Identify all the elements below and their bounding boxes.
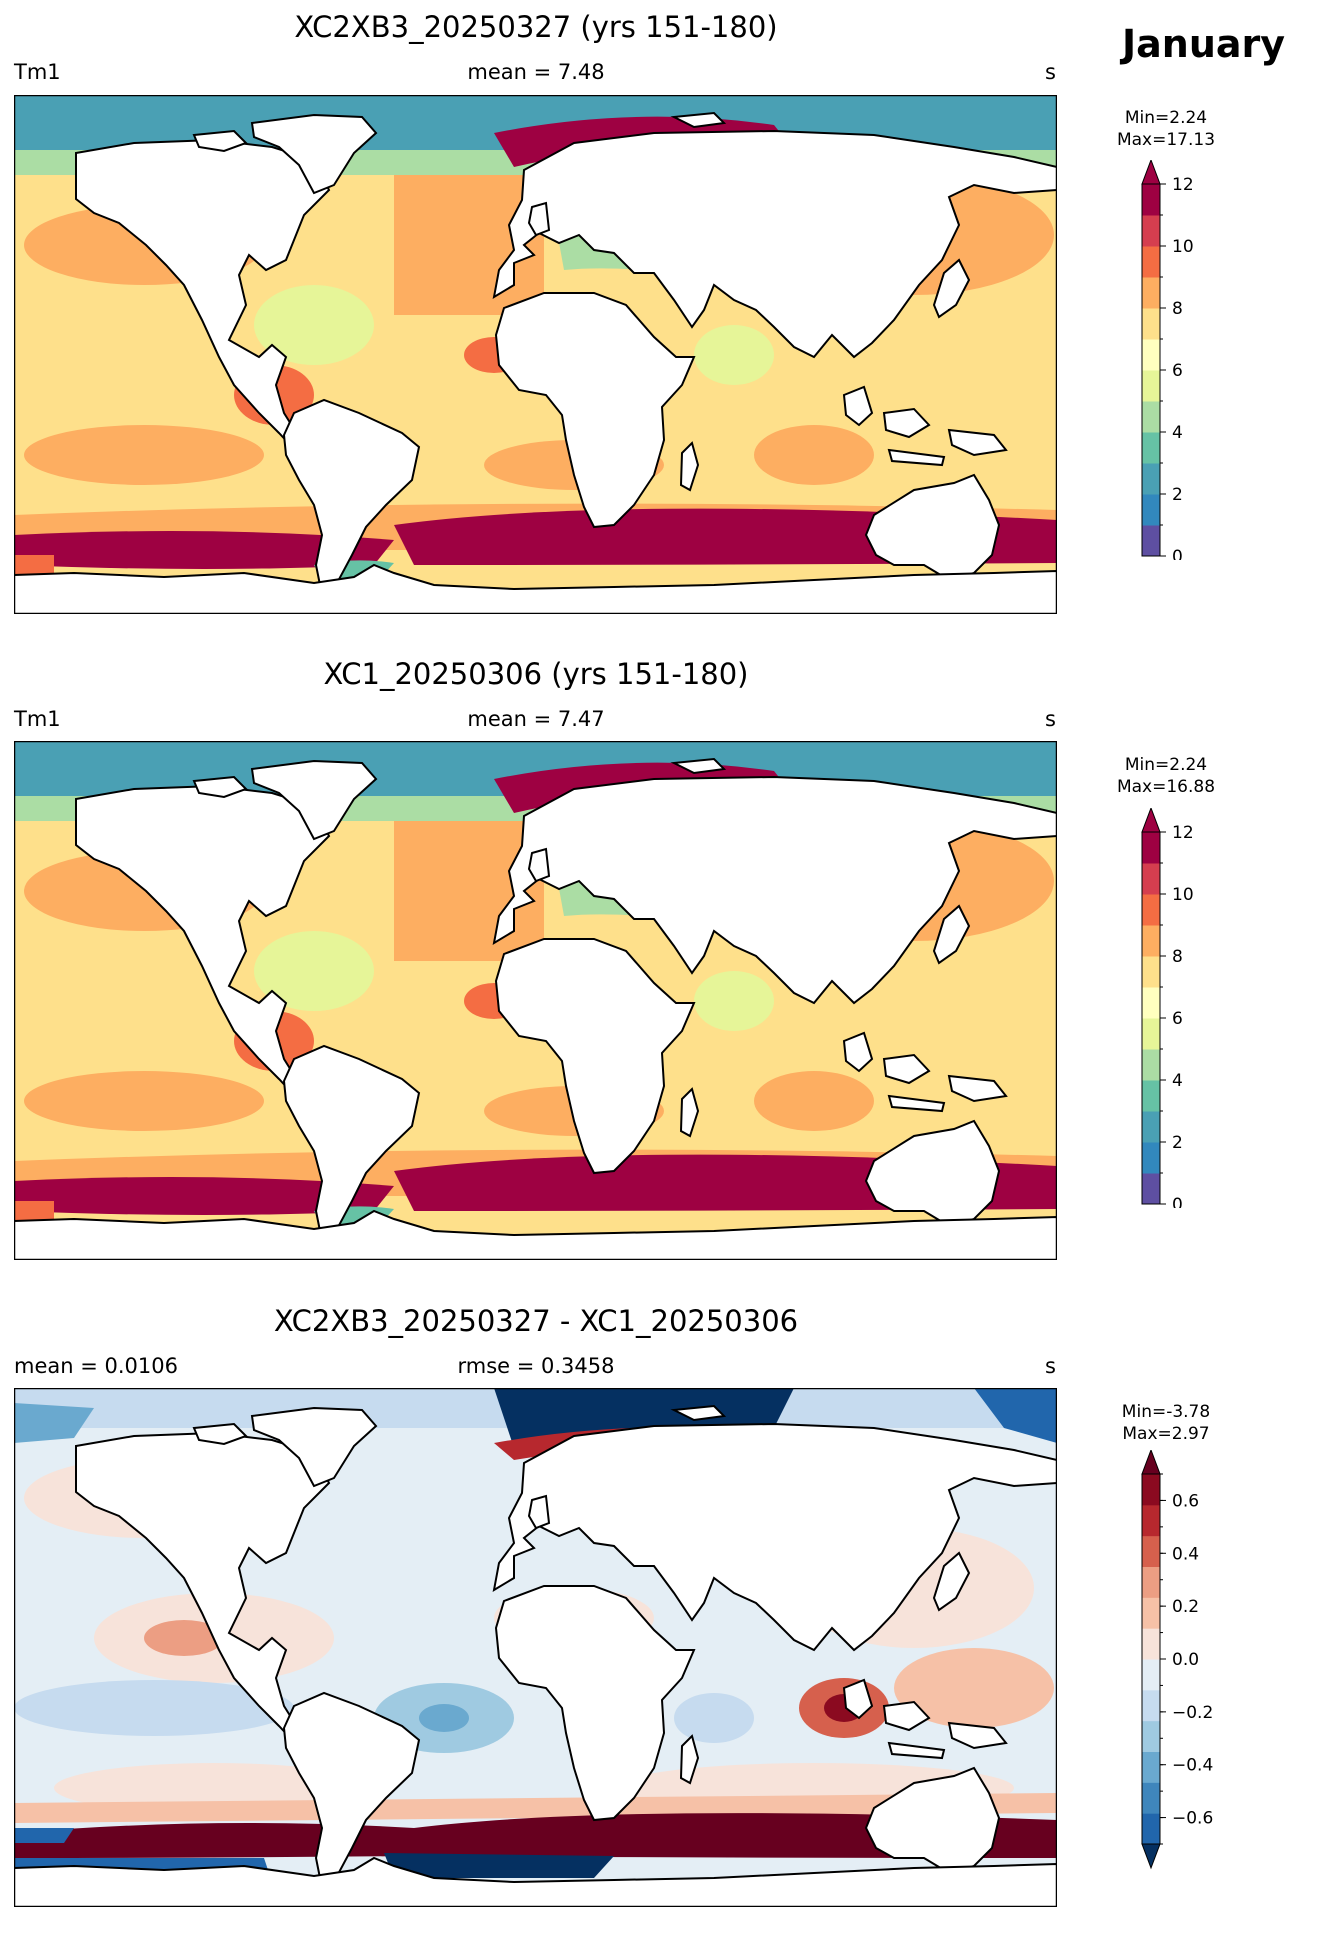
units-label: s	[1045, 707, 1056, 731]
units-label: s	[1045, 60, 1056, 84]
colorbar-segment	[1142, 1751, 1160, 1783]
colorbar-tick-label: 0.6	[1172, 1491, 1199, 1511]
colorbar-segment	[1142, 1504, 1160, 1537]
colorbar-segment	[1142, 1535, 1160, 1567]
colorbar-segment	[1142, 1018, 1160, 1050]
colorbar-segment	[1142, 463, 1160, 495]
colorbar-extend-min	[1141, 1843, 1161, 1870]
map-panel	[14, 741, 1057, 1260]
colorbar: −0.6 −0.4 −0.2 0.0 0.2 0.4 0.6	[1141, 1450, 1213, 1870]
colorbar-tick-label: 4	[1172, 1071, 1183, 1091]
colorbar-segment	[1142, 987, 1160, 1019]
colorbar-segment	[1142, 277, 1160, 309]
colorbar-segment	[1142, 494, 1160, 526]
colorbar-segment	[1142, 339, 1160, 371]
units-label: s	[1045, 1354, 1056, 1378]
colorbar-tick-label: −0.4	[1172, 1756, 1213, 1776]
colorbar-tick-label: 0.0	[1172, 1650, 1199, 1670]
colorbar-segment	[1142, 525, 1160, 557]
max-label: Max=17.13	[1116, 130, 1216, 150]
colorbar-segment	[1142, 246, 1160, 278]
colorbar-tick-label: 10	[1172, 885, 1194, 905]
colorbar-tick-label: 2	[1172, 1133, 1183, 1153]
colorbar: 0 2 4 6 8 10 12	[1141, 808, 1194, 1208]
colorbar-segment	[1142, 1474, 1160, 1506]
map-panel	[14, 95, 1057, 614]
colorbar-segment	[1142, 1813, 1160, 1845]
colorbar-tick-label: 0.2	[1172, 1597, 1199, 1617]
mean-label: mean = 7.48	[467, 60, 605, 84]
colorbar-segment	[1142, 432, 1160, 464]
colorbar-tick-label: 6	[1172, 1009, 1183, 1029]
colorbar-segment	[1142, 1628, 1160, 1660]
colorbar-segment	[1142, 1111, 1160, 1143]
colorbar-tick-label: 8	[1172, 947, 1183, 967]
colorbar-segment	[1142, 863, 1160, 895]
min-label: Min=2.24	[1124, 108, 1208, 128]
colorbar-tick-label: −0.2	[1172, 1703, 1213, 1723]
map-panel	[14, 1388, 1057, 1907]
colorbar-segment	[1142, 1689, 1160, 1722]
rmse-label: rmse = 0.3458	[457, 1354, 615, 1378]
colorbar-segment	[1142, 1566, 1160, 1598]
colorbar-segment	[1142, 1049, 1160, 1081]
colorbar-segment	[1142, 370, 1160, 402]
colorbar-segment	[1142, 1173, 1160, 1205]
colorbar-segment	[1142, 1142, 1160, 1174]
colorbar-tick-label: 10	[1172, 237, 1194, 257]
month-label: January	[1122, 22, 1286, 66]
colorbar-segment	[1142, 956, 1160, 988]
colorbar-tick-label: 0	[1172, 1195, 1183, 1208]
colorbar-tick-label: 4	[1172, 423, 1183, 443]
colorbar-segment	[1142, 1782, 1160, 1814]
colorbar-segment	[1142, 1597, 1160, 1629]
min-label: Min=-3.78	[1121, 1402, 1211, 1422]
colorbar-segment	[1142, 215, 1160, 247]
colorbar-segment	[1142, 925, 1160, 957]
colorbar-tick-label: 2	[1172, 485, 1183, 505]
colorbar-segment	[1142, 1080, 1160, 1112]
colorbar-segment	[1142, 1659, 1160, 1691]
panel-title: XC2XB3_20250327 - XC1_20250306	[273, 1304, 799, 1338]
mean-label: mean = 0.0106	[14, 1354, 178, 1378]
colorbar-tick-label: 12	[1172, 823, 1194, 843]
variable-label: Tm1	[14, 60, 61, 84]
colorbar-segment	[1142, 832, 1160, 864]
colorbar-segment	[1142, 894, 1160, 926]
colorbar-segment	[1142, 1720, 1160, 1752]
colorbar: 0 2 4 6 8 10 12	[1141, 160, 1194, 560]
colorbar-segment	[1142, 308, 1160, 340]
colorbar-extend-max	[1141, 808, 1161, 833]
colorbar-extend-max	[1141, 160, 1161, 185]
max-label: Max=16.88	[1116, 777, 1216, 797]
min-label: Min=2.24	[1124, 755, 1208, 775]
mean-label: mean = 7.47	[467, 707, 605, 731]
panel-title: XC2XB3_20250327 (yrs 151-180)	[294, 10, 778, 44]
panel-title: XC1_20250306 (yrs 151-180)	[323, 657, 749, 691]
colorbar-tick-label: 0.4	[1172, 1544, 1199, 1564]
colorbar-tick-label: 0	[1172, 547, 1183, 560]
colorbar-segment	[1142, 401, 1160, 433]
colorbar-tick-label: 12	[1172, 175, 1194, 195]
max-label: Max=2.97	[1122, 1424, 1210, 1444]
variable-label: Tm1	[14, 707, 61, 731]
colorbar-tick-label: 6	[1172, 361, 1183, 381]
colorbar-segment	[1142, 184, 1160, 216]
colorbar-extend-max	[1141, 1450, 1161, 1475]
colorbar-tick-label: 8	[1172, 299, 1183, 319]
colorbar-tick-label: −0.6	[1172, 1809, 1213, 1829]
